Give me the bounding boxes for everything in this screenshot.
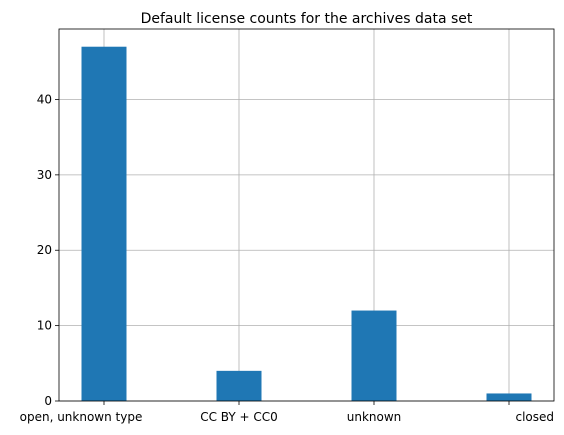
y-tick-label: 30 — [37, 168, 52, 182]
bar-layer — [81, 46, 532, 401]
y-tick-label: 10 — [37, 319, 52, 333]
bar — [216, 370, 262, 401]
y-tick-label: 0 — [44, 394, 52, 408]
bar — [486, 393, 532, 401]
tick-layer: open, unknown type CC BY + CC0 unknown clos… — [20, 92, 554, 424]
bar — [351, 310, 397, 401]
x-tick-label: unknown — [347, 410, 402, 424]
chart-title: Default license counts for the archives … — [141, 11, 473, 27]
x-tick-label: CC BY + CC0 — [200, 410, 278, 424]
y-tick-label: 40 — [37, 92, 52, 106]
y-tick-label: 20 — [37, 243, 52, 257]
grid-layer — [59, 29, 554, 402]
bar — [81, 46, 127, 401]
axes-frame — [58, 28, 555, 402]
x-tick-label: open, unknown type — [20, 410, 143, 424]
x-tick-label: closed — [515, 410, 554, 424]
